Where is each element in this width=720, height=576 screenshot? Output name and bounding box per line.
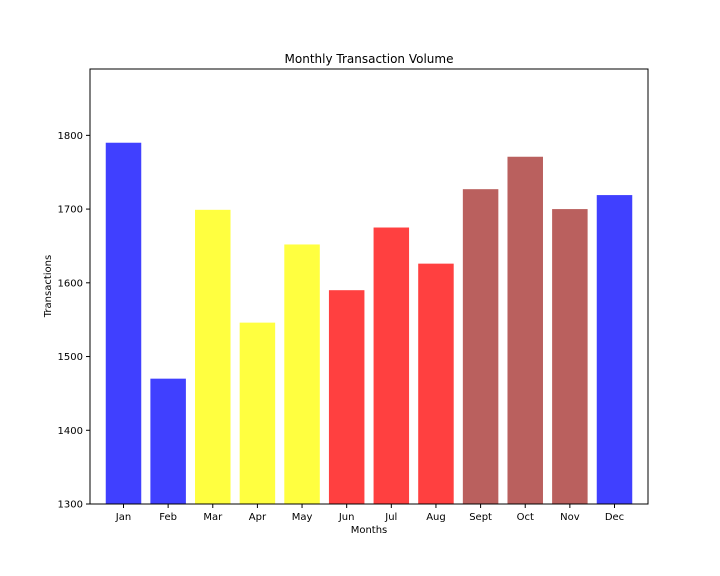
bar-nov [552, 209, 588, 504]
x-tick-label-aug: Aug [426, 512, 446, 523]
x-tick-label-nov: Nov [560, 512, 580, 523]
bar-may [284, 244, 320, 504]
bar-oct [507, 156, 543, 505]
x-tick-label-feb: Feb [159, 512, 177, 523]
chart-title: Monthly Transaction Volume [285, 52, 454, 66]
x-tick-label-jan: Jan [115, 512, 131, 523]
x-tick-label-may: May [292, 512, 313, 523]
x-tick-label-jun: Jun [338, 512, 355, 523]
x-axis-label: Months [351, 525, 388, 536]
bar-jun [328, 290, 365, 504]
x-tick-label-jul: Jul [384, 512, 397, 523]
y-tick-label-1500: 1500 [58, 352, 83, 363]
bar-apr [239, 322, 276, 504]
y-tick-label-1700: 1700 [58, 205, 83, 216]
y-tick-label-1600: 1600 [58, 278, 83, 289]
x-axis: Jan Feb Mar Apr May Jun Jul Aug Sept Oct Nov Dec [115, 504, 624, 523]
y-axis: 1300 1400 1500 1600 1700 1800 [58, 131, 90, 511]
y-tick-label-1400: 1400 [58, 426, 83, 437]
y-tick-label-1800: 1800 [58, 131, 83, 142]
x-tick-label-dec: Dec [605, 512, 624, 523]
bars-group [105, 142, 633, 505]
y-tick-label-1300: 1300 [58, 500, 83, 511]
bar-aug [418, 263, 454, 504]
bar-sept [462, 189, 499, 504]
plot-frame [89, 68, 649, 505]
bar-feb [150, 378, 186, 504]
bar-mar [195, 209, 231, 504]
x-tick-label-apr: Apr [249, 512, 267, 523]
x-tick-label-oct: Oct [517, 512, 534, 523]
bar-jul [373, 227, 410, 504]
y-axis-label: Transactions [43, 255, 54, 318]
bar-dec [596, 195, 633, 504]
bar-jan [105, 142, 142, 505]
x-tick-label-mar: Mar [203, 512, 223, 523]
x-tick-label-sept: Sept [469, 512, 492, 523]
